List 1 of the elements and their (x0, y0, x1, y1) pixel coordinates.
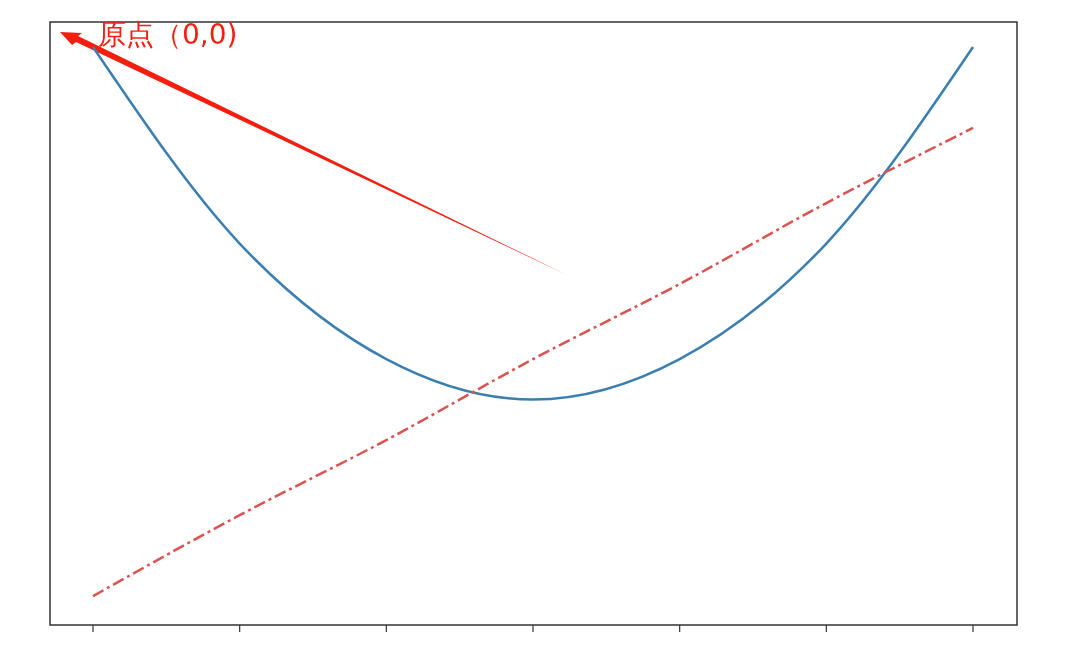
annotation: 原点（0,0) (98, 18, 238, 51)
